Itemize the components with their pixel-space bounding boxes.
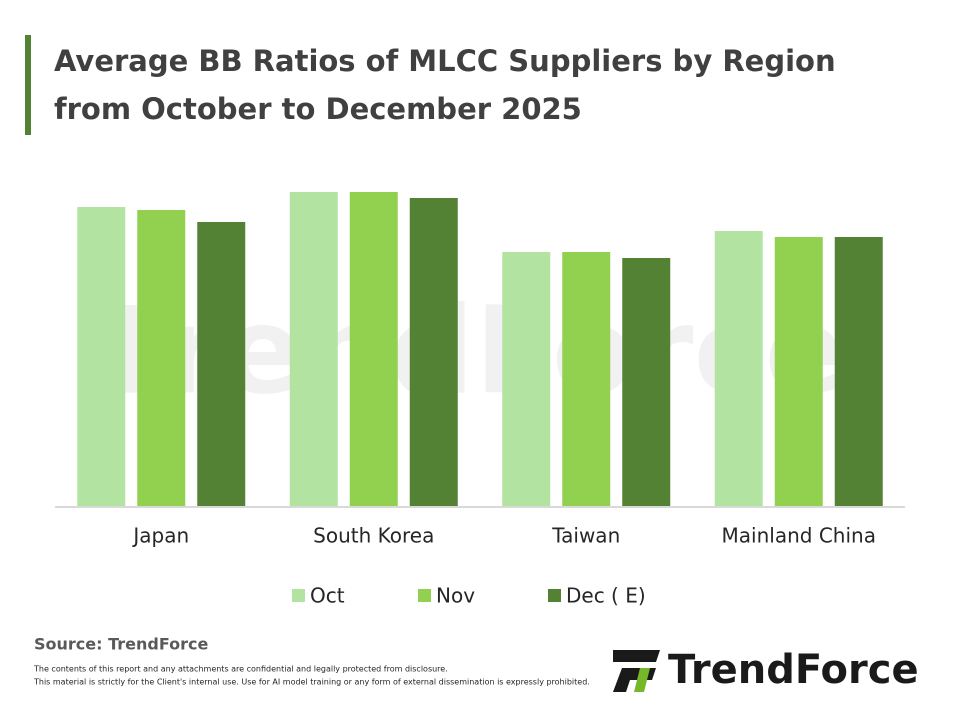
logo-mark [613,650,660,692]
x-tick-label: Mainland China [722,524,876,548]
legend-label: Oct [310,584,345,608]
bar [409,198,458,507]
bar [502,252,551,507]
legend-swatch [418,589,431,602]
x-tick-label: Taiwan [551,524,620,548]
logo-text: TrendForce [668,647,919,693]
bar [197,222,246,507]
bar [137,210,186,507]
x-tick-label: Japan [131,524,189,548]
legend-swatch [292,589,305,602]
disclaimer: The contents of this report and any atta… [33,665,448,674]
title-accent [25,35,31,135]
bar [562,252,611,507]
legend-label: Dec ( E) [566,584,646,608]
bar [289,192,338,507]
bar [77,207,126,507]
legend-label: Nov [436,584,475,608]
legend-swatch [548,589,561,602]
x-tick-label: South Korea [313,524,434,548]
bar [774,237,823,507]
chart-subtitle: from October to December 2025 [54,92,582,126]
bar [622,258,671,507]
bar [714,231,763,507]
chart-title: Average BB Ratios of MLCC Suppliers by R… [54,44,836,78]
disclaimer: This material is strictly for the Client… [33,678,590,687]
bar [834,237,883,507]
source: Source: TrendForce [34,635,208,654]
bar [349,192,398,507]
